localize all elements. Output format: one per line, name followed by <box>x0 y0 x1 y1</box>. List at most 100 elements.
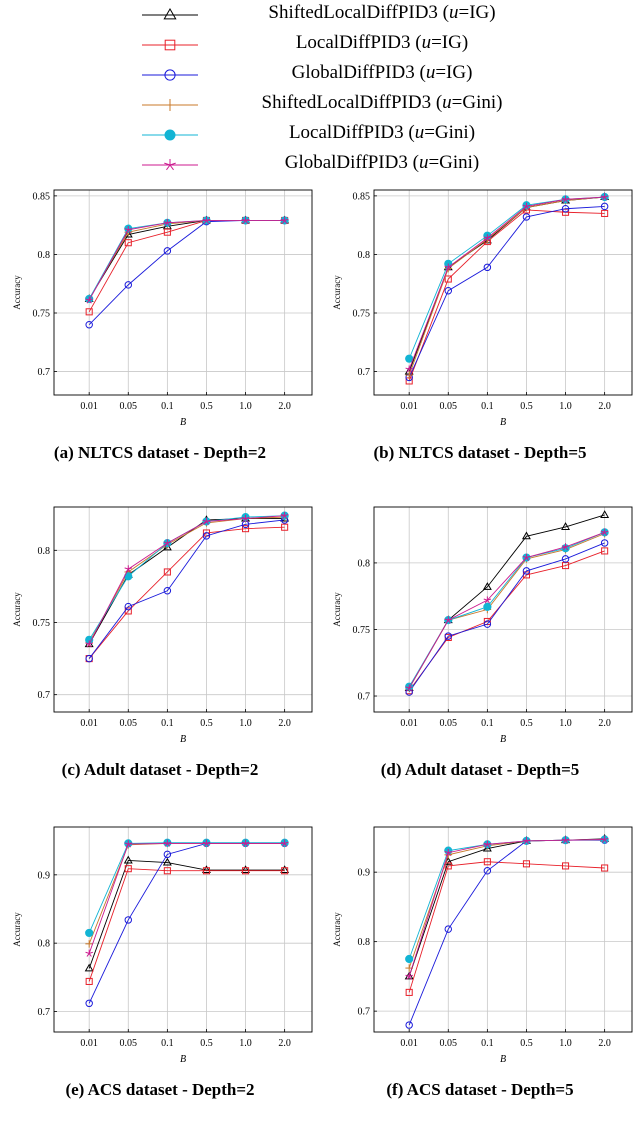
data-point <box>444 287 453 295</box>
y-tick-label: 0.85 <box>353 191 371 202</box>
data-point <box>163 568 171 576</box>
x-tick-label: 2.0 <box>278 718 291 729</box>
x-tick-label: 0.05 <box>440 1038 458 1049</box>
series <box>405 539 609 696</box>
x-tick-label: 0.5 <box>520 401 533 412</box>
data-point <box>241 839 250 847</box>
legend-swatch <box>142 7 198 20</box>
y-axis-label: Accuracy <box>332 912 342 947</box>
data-point <box>163 539 172 547</box>
series <box>84 513 290 648</box>
data-point <box>163 850 172 859</box>
data-point <box>405 988 413 996</box>
y-tick-label: 0.75 <box>353 625 371 636</box>
y-tick-label: 0.75 <box>33 618 51 629</box>
plot-frame <box>373 506 633 713</box>
series <box>405 528 609 692</box>
x-tick-label: 1.0 <box>559 1038 572 1049</box>
chart-panel: 0.01 0.05 0.1 0.5 1.0 2.0 0.7 0.75 0.8 0.85 B Accur… <box>0 188 320 488</box>
data-point <box>483 596 492 604</box>
x-axis-label: B <box>500 417 506 428</box>
data-point <box>444 263 453 271</box>
data-point <box>84 963 94 972</box>
y-tick-label: 0.7 <box>358 367 371 378</box>
x-tick-label: 0.5 <box>200 718 213 729</box>
x-tick-label: 0.1 <box>161 401 174 412</box>
chart-caption: (e) ACS dataset - Depth=2 <box>65 1080 255 1099</box>
plot-frame <box>53 506 313 713</box>
data-point <box>482 582 492 590</box>
y-tick-label: 0.8 <box>358 558 371 569</box>
y-tick-label: 0.7 <box>38 1007 51 1018</box>
data-point <box>85 940 93 948</box>
data-point <box>124 916 133 924</box>
data-point <box>483 234 492 242</box>
legend-swatch <box>142 69 198 81</box>
data-point <box>124 565 133 573</box>
data-point <box>600 539 609 547</box>
data-point <box>281 867 289 875</box>
series-line <box>408 514 605 689</box>
y-tick-label: 0.75 <box>353 309 371 320</box>
data-point <box>483 602 492 611</box>
series-line <box>408 196 605 370</box>
series <box>85 216 289 329</box>
x-tick-label: 2.0 <box>598 1038 611 1049</box>
data-point <box>405 1021 413 1029</box>
legend-entry: GlobalDiffPID3 (u=Gini) <box>140 150 560 180</box>
x-tick-label: 0.01 <box>400 1038 418 1049</box>
data-point <box>124 840 133 848</box>
data-point <box>85 296 93 304</box>
series-line <box>408 205 605 378</box>
data-point <box>561 543 570 551</box>
data-point <box>242 867 250 875</box>
x-tick-label: 0.05 <box>440 718 458 729</box>
data-point <box>561 195 570 203</box>
data-point <box>444 632 453 640</box>
data-point <box>85 928 94 938</box>
series <box>85 216 289 316</box>
series-line <box>408 542 605 693</box>
data-point <box>124 865 132 873</box>
series-line <box>408 531 605 687</box>
x-tick-label: 0.5 <box>200 401 213 412</box>
series-line <box>88 868 285 982</box>
series-line <box>408 209 605 382</box>
series-line <box>408 839 605 977</box>
data-point <box>600 510 610 518</box>
x-tick-label: 0.5 <box>200 1038 213 1049</box>
data-point <box>405 684 413 692</box>
x-tick-label: 0.01 <box>80 1038 98 1049</box>
x-tick-label: 0.05 <box>120 1038 138 1049</box>
data-point <box>483 858 491 866</box>
data-point <box>562 208 570 216</box>
x-tick-label: 2.0 <box>598 718 611 729</box>
data-point <box>444 275 452 283</box>
data-point <box>483 840 492 848</box>
data-point <box>162 857 172 866</box>
legend-label: ShiftedLocalDiffPID3 (u=IG) <box>268 2 496 23</box>
y-tick-label: 0.9 <box>38 870 51 881</box>
y-axis-label: Accuracy <box>12 275 22 310</box>
data-point <box>522 213 531 221</box>
data-point <box>600 835 609 843</box>
series <box>405 193 609 379</box>
plot-frame <box>373 826 633 1033</box>
legend-label: GlobalDiffPID3 (u=Gini) <box>284 152 480 173</box>
data-point <box>444 862 452 870</box>
series <box>84 215 290 302</box>
data-point <box>202 532 211 540</box>
series <box>405 835 609 980</box>
data-point <box>600 193 609 201</box>
x-tick-label: 0.1 <box>161 1038 174 1049</box>
chart-caption: (b) NLTCS dataset - Depth=5 <box>373 443 587 462</box>
data-point <box>405 354 414 363</box>
data-point <box>444 616 453 624</box>
data-point <box>522 202 531 210</box>
data-point <box>280 216 289 224</box>
series <box>85 511 289 648</box>
series-line <box>408 196 605 376</box>
x-tick-label: 1.0 <box>559 718 572 729</box>
x-tick-label: 0.01 <box>400 401 418 412</box>
chart-caption: (f) ACS dataset - Depth=5 <box>386 1080 574 1099</box>
